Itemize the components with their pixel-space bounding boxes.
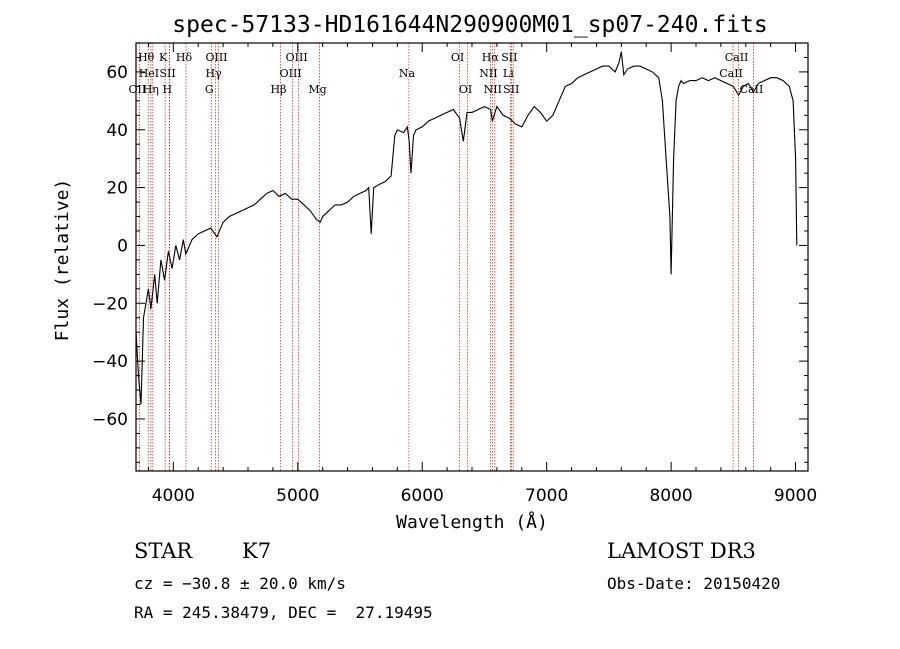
y-tick-label: 20 xyxy=(106,179,128,199)
spectral-line-label: Hβ xyxy=(271,83,287,96)
spectral-line-label: Hα xyxy=(482,51,500,64)
spectral-line-labels: OII Hθ HeI Hη K SII H Hδ G Hγ OIII Hβ OIII OIII Mg Na OI… xyxy=(129,51,764,96)
spectrum-series-line xyxy=(135,51,798,405)
spectral-line-label: SII xyxy=(159,67,175,80)
x-tick-label: 8000 xyxy=(649,486,692,506)
coordinates-readout: RA = 245.38479, DEC = 27.19495 xyxy=(134,603,433,622)
spectral-line-label: Li xyxy=(503,67,514,80)
spectral-line-label: SII xyxy=(501,51,517,64)
spectral-line-label: OIII xyxy=(205,51,227,64)
y-tick-label: 0 xyxy=(117,236,128,256)
spectral-line-label: Hη xyxy=(143,83,159,96)
spectral-line-label: OI xyxy=(451,51,464,64)
spectral-line-label: Hδ xyxy=(176,51,193,64)
spectral-line-label: K xyxy=(159,51,168,64)
spectral-line-label: OIII xyxy=(280,67,302,80)
y-tick-label: 40 xyxy=(106,121,128,141)
spectral-line-markers xyxy=(138,43,754,471)
y-tick-label: −60 xyxy=(92,410,128,430)
y-tick-label: 60 xyxy=(106,63,128,83)
y-axis-label: Flux (relative) xyxy=(52,179,73,342)
x-tick-label: 9000 xyxy=(774,486,817,506)
spectral-line-label: NII xyxy=(479,67,497,80)
object-subclass: K7 xyxy=(242,539,272,563)
spectral-line-label: SII xyxy=(503,83,519,96)
x-axis-label: Wavelength (Å) xyxy=(396,511,548,533)
spectral-line-label: CaII xyxy=(725,51,749,64)
object-class: STAR xyxy=(134,539,193,563)
y-tick-label: −40 xyxy=(92,352,128,372)
axis-tick-labels: 4000 5000 6000 7000 8000 9000 −60 −40 −20 0 20 40 60 xyxy=(92,63,817,506)
y-tick-label: −20 xyxy=(92,294,128,314)
spectral-line-label: CaII xyxy=(719,67,743,80)
spectral-line-label: OII xyxy=(129,83,147,96)
spectral-line-label: NII xyxy=(484,83,502,96)
survey-name: LAMOST DR3 xyxy=(607,539,756,563)
spectral-line-label: Mg xyxy=(308,83,326,96)
chart-title: spec-57133-HD161644N290900M01_sp07-240.f… xyxy=(172,12,767,38)
x-tick-label: 4000 xyxy=(152,486,195,506)
spectral-line-label: HeI xyxy=(139,67,159,80)
plot-frame xyxy=(135,42,809,472)
spectral-line-label: OI xyxy=(459,83,472,96)
spectral-line-label: H xyxy=(163,83,173,96)
x-tick-label: 7000 xyxy=(525,486,568,506)
spectral-line-label: OIII xyxy=(286,51,308,64)
x-tick-label: 5000 xyxy=(276,486,319,506)
x-tick-label: 6000 xyxy=(401,486,444,506)
spectral-line-label: Na xyxy=(399,67,416,80)
spectral-line-label: Hγ xyxy=(206,67,223,80)
redshift-readout: cz = −30.8 ± 20.0 km/s xyxy=(134,574,346,593)
obs-date: Obs-Date: 20150420 xyxy=(607,574,781,593)
axis-ticks xyxy=(136,43,808,471)
spectral-line-label: G xyxy=(205,83,214,96)
spectral-line-label: Hθ xyxy=(138,51,155,64)
